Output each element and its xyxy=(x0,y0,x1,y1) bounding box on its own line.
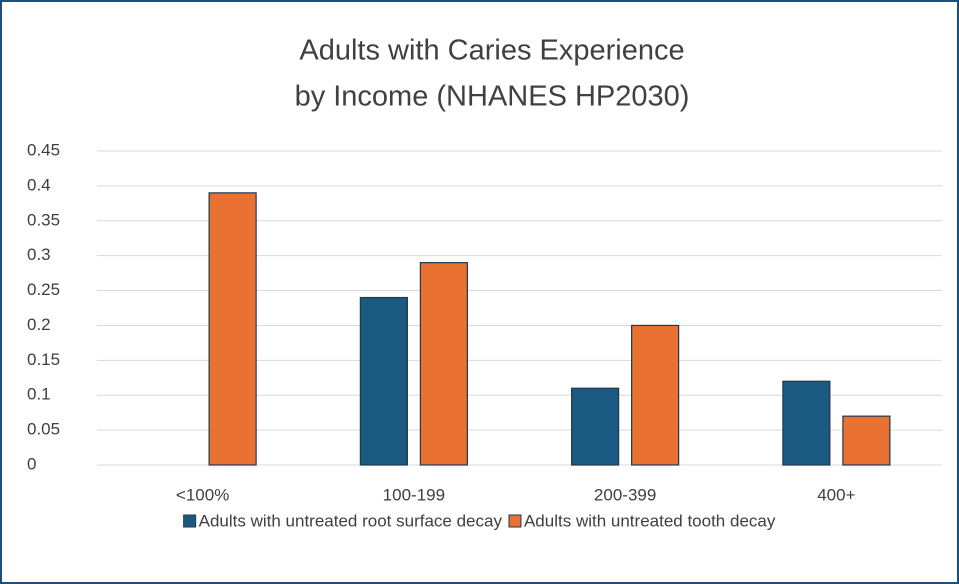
y-tick-label: 0.3 xyxy=(27,245,51,264)
y-tick-label: 0.35 xyxy=(27,210,60,229)
bar xyxy=(571,387,620,466)
legend-label: Adults with untreated tooth decay xyxy=(524,511,776,530)
legend-label: Adults with untreated root surface decay xyxy=(199,511,503,530)
y-tick-label: 0.15 xyxy=(27,350,60,369)
y-tick-label: 0.1 xyxy=(27,385,51,404)
y-tick-label: 0.4 xyxy=(27,175,51,194)
legend-swatch xyxy=(183,514,197,528)
y-tick-label: 0.05 xyxy=(27,420,60,439)
chart-title: by Income (NHANES HP2030) xyxy=(295,81,690,113)
legend-swatch xyxy=(508,514,522,528)
y-tick-label: 0.2 xyxy=(27,315,51,334)
y-tick-label: 0 xyxy=(27,454,36,473)
bar xyxy=(419,262,468,466)
x-tick-label: 100-199 xyxy=(383,485,445,504)
y-tick-label: 0.45 xyxy=(27,140,60,159)
x-tick-label: 200-399 xyxy=(594,485,656,504)
chart-title: Adults with Caries Experience xyxy=(299,35,684,67)
bar xyxy=(842,415,891,466)
y-tick-label: 0.25 xyxy=(27,280,60,299)
bar xyxy=(631,324,680,466)
x-tick-label: 400+ xyxy=(817,485,855,504)
bar xyxy=(782,380,831,466)
bar xyxy=(359,296,408,466)
bar xyxy=(208,192,257,466)
x-tick-label: <100% xyxy=(176,485,229,504)
